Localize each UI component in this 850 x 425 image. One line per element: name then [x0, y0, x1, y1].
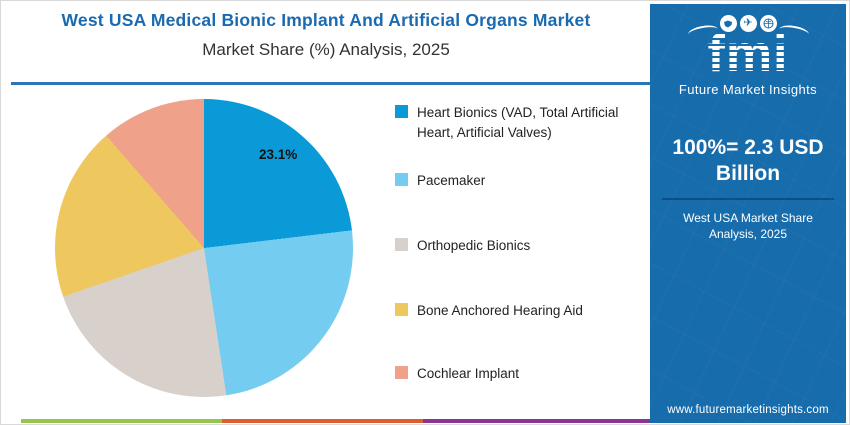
- legend-label: Cochlear Implant: [417, 366, 520, 381]
- fmi-logo-icons: ✈: [650, 12, 846, 41]
- legend-item-pacemaker: Pacemaker: [395, 171, 653, 191]
- plane-icon: ✈: [739, 15, 757, 32]
- legend-swatch-heart-bionics: [395, 105, 408, 118]
- brand-tagline: Future Market Insights: [678, 82, 818, 97]
- legend-item-bone-anchored-hearing-aid: Bone Anchored Hearing Aid: [395, 301, 653, 321]
- chart-legend: Heart Bionics (VAD, Total Artificial Hea…: [395, 1, 653, 424]
- legend-item-orthopedic-bionics: Orthopedic Bionics: [395, 236, 653, 256]
- header-divider: [11, 82, 652, 85]
- legend-swatch-orthopedic-bionics: [395, 238, 408, 251]
- legend-swatch-cochlear-implant: [395, 366, 408, 379]
- legend-label: Orthopedic Bionics: [417, 238, 531, 253]
- pie-chart: [55, 99, 353, 397]
- website-link[interactable]: www.futuremarketinsights.com: [667, 404, 829, 416]
- map-icon: [719, 15, 737, 32]
- footer-color-strip: [21, 419, 650, 423]
- legend-item-heart-bionics: Heart Bionics (VAD, Total Artificial Hea…: [395, 103, 653, 142]
- strip-segment-green: [21, 419, 222, 423]
- market-value: 100%= 2.3 USD Billion: [672, 136, 824, 186]
- pie-chart-area: 23.1%: [55, 99, 353, 397]
- legend-label: Bone Anchored Hearing Aid: [417, 303, 583, 318]
- legend-item-cochlear-implant: Cochlear Implant: [395, 364, 653, 384]
- legend-label: Pacemaker: [417, 173, 486, 188]
- sidebar-divider: [662, 197, 834, 200]
- fmi-logo: ✈ fmi Future Market Insights: [650, 12, 846, 97]
- legend-swatch-bone-anchored-hearing-aid: [395, 303, 408, 316]
- legend-swatch-pacemaker: [395, 173, 408, 186]
- globe-icon: [759, 15, 777, 32]
- page-subtitle: Market Share (%) Analysis, 2025: [202, 40, 450, 59]
- fmi-wordmark-wrap: fmi: [707, 25, 789, 83]
- legend-label: Heart Bionics (VAD, Total Artificial Hea…: [417, 105, 619, 140]
- strip-segment-orange: [222, 419, 423, 423]
- header: West USA Medical Bionic Implant And Arti…: [1, 1, 651, 60]
- page-title: West USA Medical Bionic Implant And Arti…: [61, 10, 591, 30]
- strip-segment-purple: [423, 419, 650, 423]
- sidebar-caption: West USA Market Share Analysis, 2025: [683, 210, 813, 241]
- brand-sidebar: ✈ fmi Future Market Insights 100%= 2.3 U…: [650, 4, 846, 423]
- pie-slice-label: 23.1%: [259, 147, 298, 162]
- fmi-wordmark: fmi: [707, 25, 789, 83]
